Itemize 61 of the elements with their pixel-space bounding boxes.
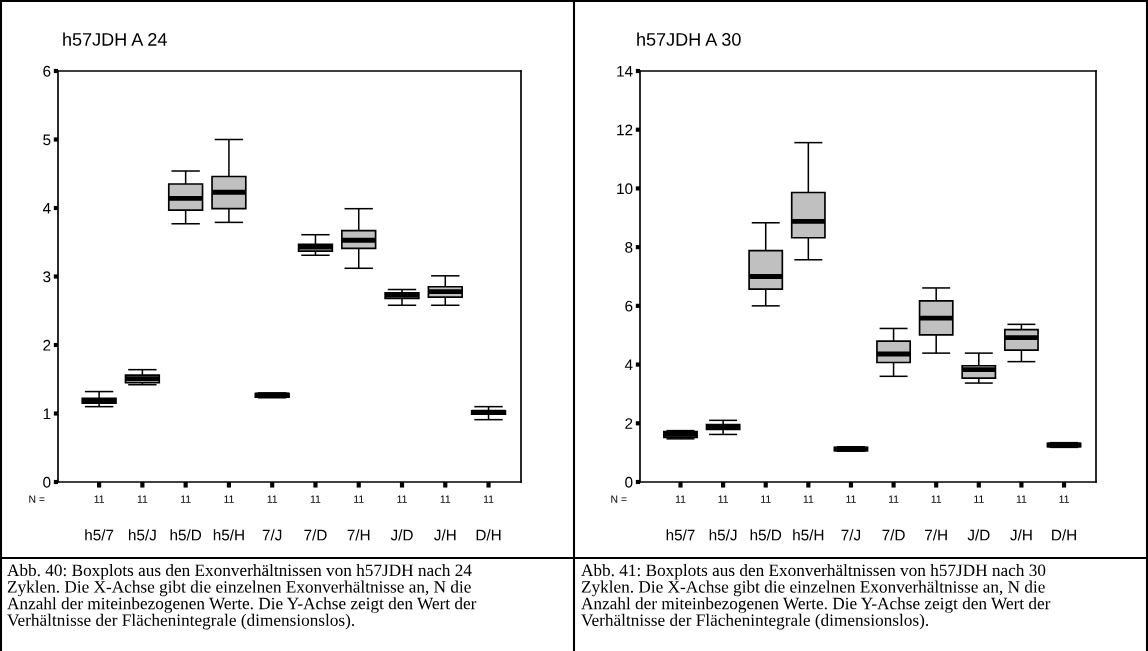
annotation: 11 (137, 495, 148, 503)
annotation: 11 (94, 495, 105, 503)
y-tick-label: 8 (625, 242, 633, 253)
annotation: 11 (931, 495, 942, 503)
x-tick-label: D/H (476, 529, 501, 541)
x-tick-label: 7/D (304, 529, 327, 541)
x-tick-label: 7/H (925, 529, 947, 541)
annotation: 11 (888, 495, 899, 503)
y-tick-label: 3 (43, 271, 51, 283)
annotation: 11 (846, 495, 856, 503)
y-tick-label: 2 (625, 418, 633, 429)
y-tick-label: 4 (624, 359, 633, 371)
caption: Abb. 41: Boxplots aus den Exonverhältnissen von h57JDH nach 30 Zyklen. Die X-Achse gibt die einzelnen Exonverhältnisse an, N die Anzahl der miteinbezogenen Werte. Die Y-Achse zeigt den Wert der Verhältnisse der Flächenintegrale (dimensionslos). (581, 564, 1051, 630)
annotation: 11 (483, 495, 494, 503)
annotation: 11 (397, 495, 407, 503)
annotation: 11 (224, 495, 234, 503)
x-tick-label: 7/D (882, 529, 905, 541)
text: N = (29, 495, 45, 503)
y-tick-label: 6 (43, 65, 51, 77)
y-tick-label: 2 (43, 339, 51, 351)
annotation: 11 (267, 495, 278, 503)
x-tick-label: h5/H (213, 529, 244, 541)
chart-title: h57JDH A 30 (637, 32, 741, 46)
x-tick-label: h5/H (793, 529, 824, 541)
annotation: 11 (974, 495, 984, 503)
x-tick-label: 7/J (262, 529, 282, 541)
x-tick-label: h5/7 (666, 529, 695, 541)
y-tick-label: 1 (43, 408, 51, 420)
caption: Abb. 40: Boxplots aus den Exonverhältnissen von h57JDH nach 24 Zyklen. Die X-Achse gibt die einzelnen Exonverhältnisse an, N die Anzahl der miteinbezogenen Werte. Die Y-Achse zeigt den Wert der Verhältnisse der Flächenintegrale (dimensionslos). (7, 564, 477, 630)
x-tick-label: h5/D (750, 529, 782, 541)
y-tick-label: 10 (617, 183, 633, 195)
annotation: 11 (803, 495, 814, 503)
y-tick-label: 14 (617, 66, 633, 77)
x-tick-label: 7/J (841, 529, 861, 541)
x-tick-label: D/H (1052, 529, 1076, 541)
x-tick-label: h5/7 (85, 529, 114, 541)
y-tick-label: 0 (43, 476, 51, 488)
y-tick-label: 6 (625, 300, 633, 312)
annotation: 11 (440, 495, 451, 503)
y-tick-label: 12 (617, 124, 633, 136)
annotation: 11 (761, 495, 771, 503)
annotation: 11 (181, 495, 191, 503)
x-tick-label: J/H (1010, 529, 1032, 541)
annotation: 11 (354, 495, 364, 503)
x-tick-label: h5/J (709, 529, 737, 541)
x-tick-label: h5/D (170, 529, 202, 541)
x-tick-label: 7/H (347, 529, 370, 541)
y-tick-label: 5 (43, 134, 51, 146)
annotation: 11 (718, 495, 728, 503)
chart-title: h57JDH A 24 (63, 32, 167, 46)
annotation: 11 (1016, 495, 1027, 503)
annotation: 11 (675, 495, 686, 503)
x-tick-label: J/D (390, 529, 413, 541)
x-tick-label: J/D (967, 529, 990, 541)
annotation: 11 (310, 495, 321, 503)
y-tick-label: 4 (42, 203, 51, 214)
y-tick-label: 0 (625, 476, 633, 488)
annotation: 11 (1059, 495, 1069, 503)
x-tick-label: h5/J (129, 529, 156, 541)
x-tick-label: J/H (434, 529, 456, 541)
text: N = (611, 495, 627, 503)
